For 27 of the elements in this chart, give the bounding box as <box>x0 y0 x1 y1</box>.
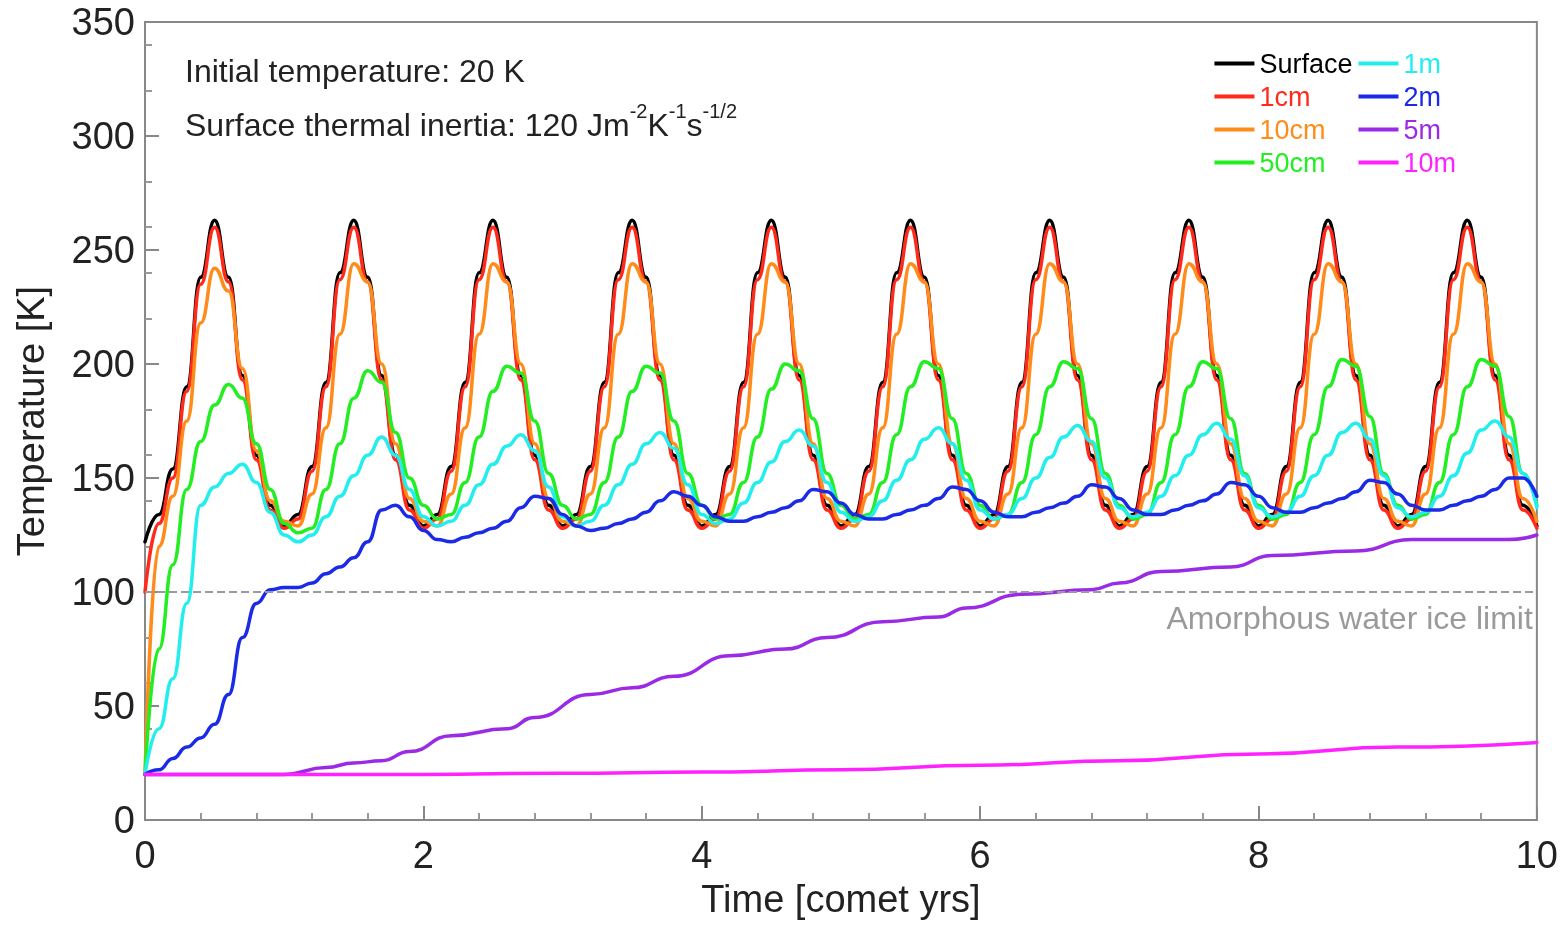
legend-label: 10cm <box>1259 114 1326 145</box>
legend-label: 50cm <box>1259 147 1326 178</box>
x-tick-label: 4 <box>691 834 713 876</box>
x-tick-label: 8 <box>1247 834 1270 876</box>
legend-label: Surface <box>1259 48 1353 79</box>
y-tick-label: 100 <box>71 571 135 613</box>
line-series <box>143 476 1539 777</box>
y-tick-label: 350 <box>71 1 135 43</box>
legend-label: 10m <box>1403 147 1457 178</box>
ref-line-label: Amorphous water ice limit <box>1166 600 1533 636</box>
x-tick-label: 6 <box>969 834 991 876</box>
y-tick-label: 50 <box>92 685 135 727</box>
y-axis-title: Temperature [K] <box>10 285 52 557</box>
y-tick-label: 200 <box>71 343 135 385</box>
annotation: Initial temperature: 20 K <box>185 53 525 89</box>
y-tick-label: 250 <box>71 229 135 271</box>
y-tick-label: 0 <box>113 799 135 841</box>
y-tick-label: 150 <box>71 457 135 499</box>
legend-label: 2m <box>1403 81 1441 112</box>
legend-label: 5m <box>1403 114 1441 145</box>
legend-label: 1m <box>1403 48 1441 79</box>
x-tick-label: 2 <box>412 834 434 876</box>
x-axis-title: Time [comet yrs] <box>701 878 981 920</box>
x-tick-label: 10 <box>1515 834 1559 876</box>
line-series <box>143 740 1539 777</box>
y-tick-label: 300 <box>71 115 135 157</box>
legend-label: 1cm <box>1259 81 1311 112</box>
